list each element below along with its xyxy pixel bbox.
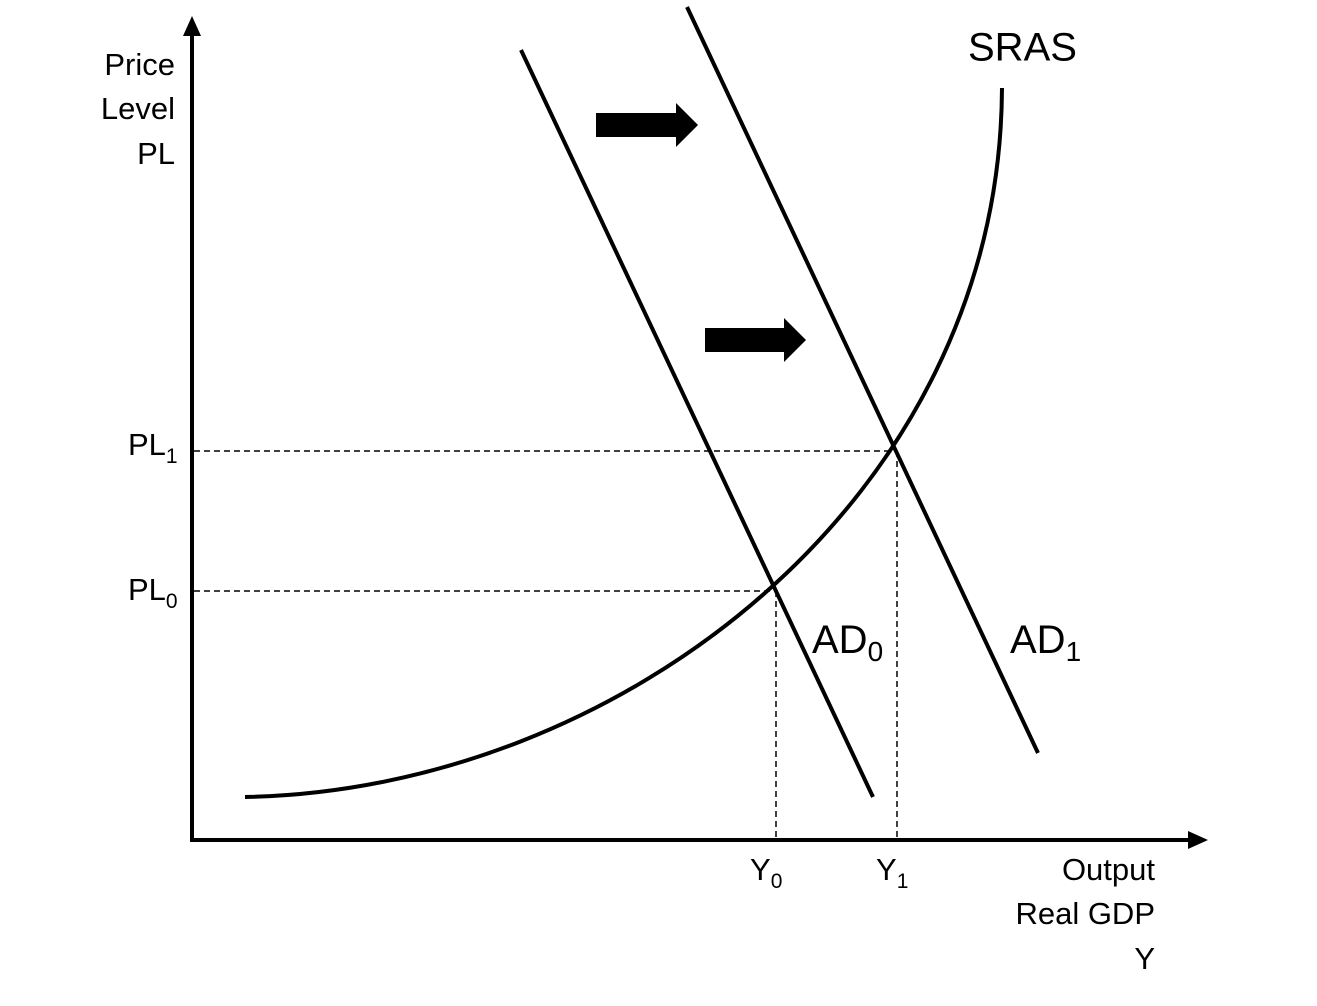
- label-main: AD: [812, 618, 868, 662]
- y-axis-label: Price: [104, 47, 175, 82]
- label-sub: 1: [166, 445, 178, 468]
- curve-label: SRAS: [968, 26, 1077, 70]
- label-sub: 1: [897, 870, 909, 893]
- curve-label: AD1: [1010, 618, 1081, 668]
- curve-label: AD0: [812, 618, 883, 668]
- y-axis-arrow: [183, 16, 201, 36]
- output-label: Y1: [876, 852, 908, 892]
- shift-arrow: [596, 103, 698, 147]
- y-axis-label: PL: [137, 136, 175, 171]
- label-sub: 0: [771, 870, 783, 893]
- x-axis-label: Y: [1134, 941, 1155, 976]
- x-axis-arrow: [1188, 831, 1208, 849]
- x-axis-label: Real GDP: [1015, 896, 1155, 931]
- label-main: Y: [876, 852, 897, 887]
- price-level-label: PL0: [128, 572, 178, 612]
- label-main: Y: [750, 852, 771, 887]
- label-main: PL: [128, 427, 166, 462]
- shift-arrow: [705, 318, 806, 362]
- output-label: Y0: [750, 852, 782, 892]
- label-sub: 0: [868, 636, 884, 667]
- price-level-label: PL1: [128, 427, 178, 467]
- x-axis-label: Output: [1062, 852, 1155, 887]
- ad1-curve: [685, 6, 1040, 754]
- y-axis-label: Level: [101, 91, 175, 126]
- label-sub: 1: [1066, 636, 1082, 667]
- sras-curve: [244, 87, 1004, 799]
- label-sub: 0: [166, 590, 178, 613]
- ad0-curve: [519, 49, 875, 798]
- label-main: PL: [128, 572, 166, 607]
- label-main: AD: [1010, 618, 1066, 662]
